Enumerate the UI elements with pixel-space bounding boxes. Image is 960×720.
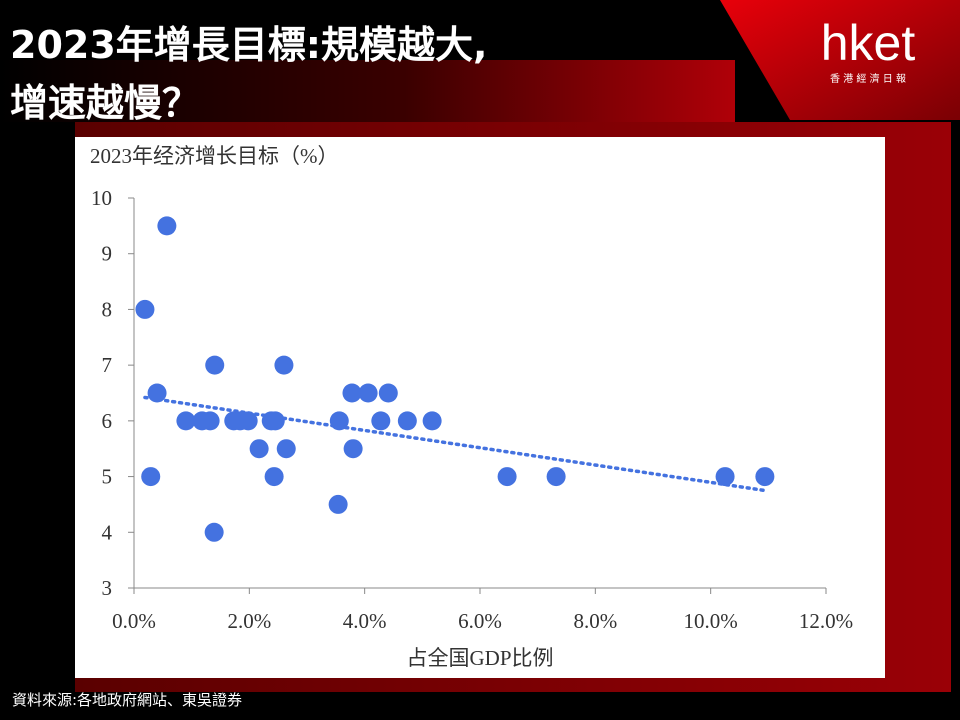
x-tick-label: 10.0% <box>684 609 738 633</box>
point <box>238 411 258 431</box>
point <box>264 467 284 487</box>
title-band <box>0 60 735 122</box>
logo-sub: 香 港 經 濟 日 報 <box>830 72 906 85</box>
x-tick-label: 0.0% <box>112 609 156 633</box>
point <box>141 467 161 487</box>
x-tick-label: 4.0% <box>343 609 387 633</box>
point <box>755 467 775 487</box>
point <box>204 522 224 542</box>
y-tick-label: 8 <box>102 297 113 321</box>
point <box>422 411 442 431</box>
point <box>249 439 269 459</box>
x-axis-label: 占全国GDP比例 <box>406 646 553 670</box>
point <box>329 411 349 431</box>
x-tick-label: 8.0% <box>573 609 617 633</box>
y-tick-label: 6 <box>102 409 113 433</box>
point <box>274 355 294 375</box>
chart-panel <box>75 137 885 678</box>
y-tick-label: 3 <box>102 576 113 600</box>
point <box>397 411 417 431</box>
y-tick-label: 10 <box>91 186 112 210</box>
point <box>157 216 177 236</box>
logo-band <box>720 0 960 120</box>
y-tick-label: 7 <box>102 353 113 377</box>
point <box>343 439 363 459</box>
point <box>200 411 220 431</box>
y-tick-label: 5 <box>102 465 113 489</box>
title: 2023年增長目標:規模越大, <box>10 23 487 67</box>
point <box>497 467 517 487</box>
title: 增速越慢？ <box>10 81 200 125</box>
y-tick-label: 4 <box>102 520 113 544</box>
point <box>265 411 285 431</box>
point <box>328 494 348 514</box>
point <box>546 467 566 487</box>
point <box>205 355 225 375</box>
point <box>342 383 362 403</box>
x-tick-label: 12.0% <box>799 609 853 633</box>
point <box>147 383 167 403</box>
y-axis-label: 2023年经济增长目标（%） <box>90 144 339 168</box>
source: 資料來源:各地政府網站、東吳證券 <box>12 691 242 709</box>
point <box>378 383 398 403</box>
point <box>715 467 735 487</box>
x-tick-label: 6.0% <box>458 609 502 633</box>
logo: hket <box>821 15 916 71</box>
x-tick-label: 2.0% <box>227 609 271 633</box>
y-tick-label: 9 <box>102 242 113 266</box>
point <box>371 411 391 431</box>
point <box>276 439 296 459</box>
point <box>135 299 155 319</box>
point <box>358 383 378 403</box>
point <box>176 411 196 431</box>
